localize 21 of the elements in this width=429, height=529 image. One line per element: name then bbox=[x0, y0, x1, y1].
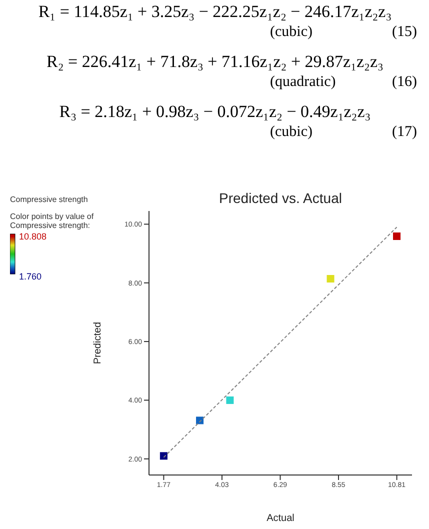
y-axis-title: Predicted bbox=[92, 322, 104, 364]
text: (17) bbox=[392, 124, 417, 141]
point bbox=[160, 452, 168, 460]
point bbox=[196, 416, 204, 424]
text: (cubic) bbox=[270, 124, 312, 141]
text: R₃ = 2.18z₁ + 0.98z₃ − 0.072z₁z₂ − 0.49z₁z₂z₃ bbox=[58, 102, 372, 122]
text: R₁ = 114.85z₁ + 3.25z₃ − 222.25z₁z₂ − 246.17z₁z₂z₃ bbox=[37, 2, 393, 22]
color-bar-label: 1.760 bbox=[19, 271, 42, 282]
text: (cubic) bbox=[270, 24, 312, 41]
color-bar-label: 10.808 bbox=[19, 231, 47, 242]
text: R₂ = 226.41z₁ + 71.8z₃ + 71.16z₁z₂ + 29.87z₁z₂z₃ bbox=[46, 52, 384, 72]
text: (16) bbox=[392, 74, 417, 91]
color-bar-title: Color points by value of Compressive strength: bbox=[10, 212, 95, 230]
chart-title: Predicted vs. Actual bbox=[218, 190, 343, 206]
text: (15) bbox=[392, 24, 417, 41]
point bbox=[226, 396, 234, 404]
point bbox=[326, 275, 334, 283]
x-axis-title: Actual bbox=[266, 513, 294, 524]
text: (quadratic) bbox=[270, 74, 336, 91]
point bbox=[393, 232, 401, 240]
text: Compressive strength bbox=[10, 195, 88, 204]
